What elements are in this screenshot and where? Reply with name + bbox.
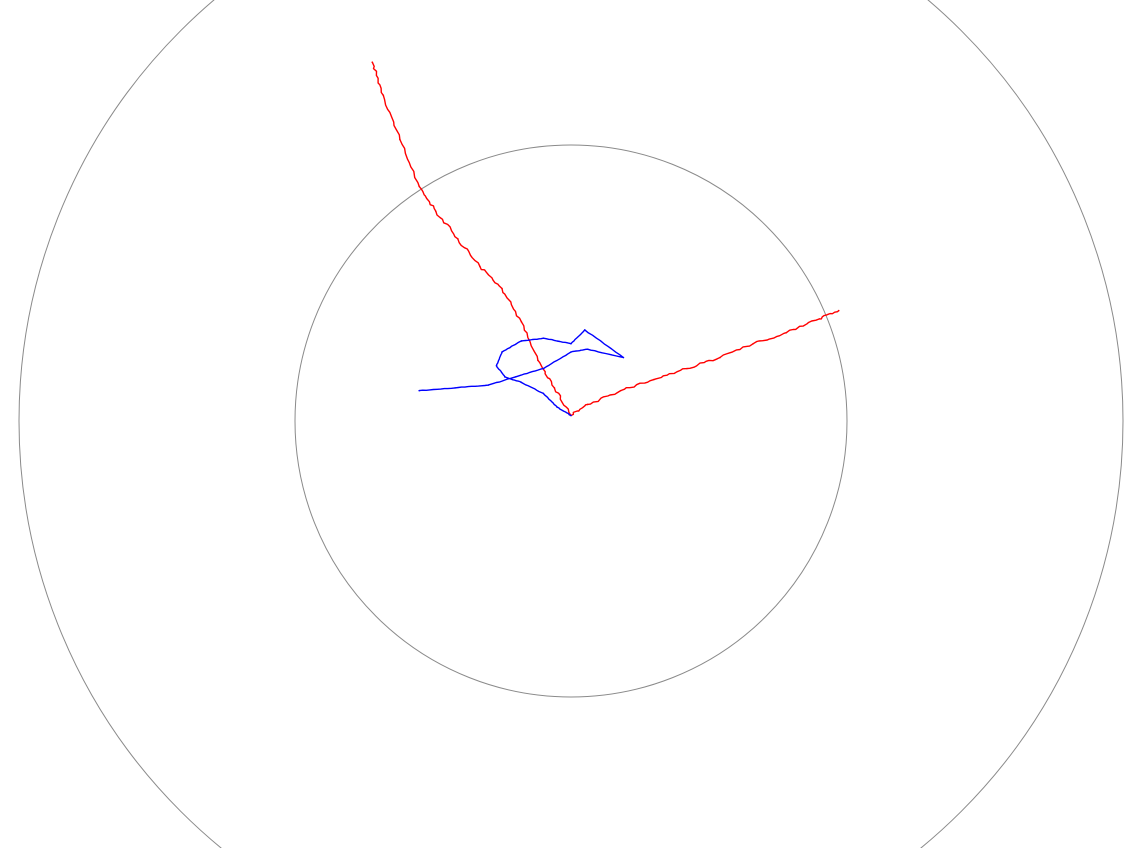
data-series bbox=[371, 61, 840, 417]
series-1-point bbox=[837, 309, 840, 312]
series-2-point bbox=[570, 351, 572, 353]
series-1-point bbox=[785, 331, 788, 334]
series-1-point bbox=[553, 387, 556, 389]
series-1-point bbox=[501, 287, 503, 290]
series-1-point bbox=[719, 356, 721, 359]
series-1-point bbox=[537, 359, 539, 362]
series-1-point bbox=[520, 320, 523, 323]
series-2-point bbox=[542, 392, 545, 395]
series-1-point bbox=[382, 94, 385, 97]
series-1-point bbox=[752, 342, 754, 345]
series-2-point bbox=[501, 351, 503, 353]
series-2-point bbox=[520, 340, 523, 342]
series-2-point bbox=[418, 389, 421, 392]
series-2-point bbox=[520, 381, 523, 384]
series-2-point bbox=[542, 367, 545, 370]
series-1-point bbox=[371, 61, 374, 63]
series-2-point bbox=[487, 384, 490, 386]
series-1-point bbox=[653, 378, 655, 381]
series-2-point bbox=[454, 387, 456, 389]
series-1-point bbox=[479, 265, 481, 268]
series-1-point bbox=[457, 238, 459, 240]
series-1-point bbox=[619, 389, 622, 392]
series-2-point bbox=[570, 342, 572, 345]
grid-rings bbox=[18, 0, 1124, 848]
series-1-point bbox=[686, 367, 688, 370]
series-1-point bbox=[818, 318, 821, 320]
series-1-point bbox=[418, 185, 421, 188]
grid-ring-2 bbox=[18, 0, 1124, 848]
series-1-point bbox=[586, 403, 589, 406]
series-2-point bbox=[586, 348, 589, 351]
series-2-point bbox=[542, 337, 545, 340]
series-2-point bbox=[556, 406, 558, 409]
series-2-point bbox=[495, 365, 498, 367]
series-1-point bbox=[434, 210, 437, 213]
series-2-point bbox=[622, 356, 625, 359]
series-2-point bbox=[584, 329, 586, 331]
series-2-point bbox=[515, 376, 517, 378]
series-2-point bbox=[503, 376, 506, 378]
series-1-point bbox=[399, 138, 401, 141]
series-2-point bbox=[570, 414, 572, 417]
grid-ring-1 bbox=[294, 144, 848, 698]
